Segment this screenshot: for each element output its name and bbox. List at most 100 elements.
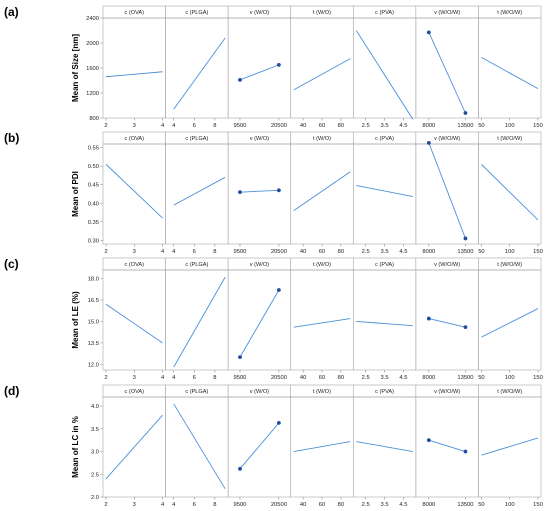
- factor-plot-frame: [290, 17, 354, 119]
- x-tick-label: 8000: [422, 123, 435, 129]
- factor-title: c (PLGA): [185, 136, 208, 142]
- x-tick-label: 60: [319, 375, 325, 381]
- x-tick-label: 150: [533, 502, 543, 508]
- x-tick-label: 2.5: [362, 123, 370, 129]
- main-effect-line: [239, 64, 280, 81]
- x-tick-label: 40: [300, 249, 306, 255]
- x-tick-label: 2: [104, 502, 107, 508]
- x-tick-label: 13500: [457, 123, 473, 129]
- main-effect-line: [239, 289, 280, 358]
- main-effect-line: [105, 303, 163, 344]
- factor-title: v (W/O/W): [434, 136, 460, 142]
- factor-title: c (PLGA): [185, 262, 208, 268]
- factor-title: v (W/O): [250, 10, 269, 16]
- mean-point: [238, 466, 242, 471]
- y-tick-label: 0.30: [88, 238, 99, 244]
- mean-point: [463, 325, 468, 330]
- main-effect-line: [428, 32, 466, 114]
- mean-point: [238, 355, 242, 360]
- main-effect-line: [356, 320, 413, 327]
- main-effect-line: [356, 441, 413, 452]
- panel-label: (c): [4, 257, 19, 271]
- mean-point: [463, 111, 468, 115]
- factor-plot-frame: [165, 396, 229, 498]
- main-effect-line: [173, 176, 226, 206]
- x-tick-label: 2: [104, 249, 107, 255]
- x-tick-label: 4: [161, 502, 165, 508]
- x-tick-label: 2.5: [362, 502, 370, 508]
- main-effect-line: [173, 37, 226, 110]
- x-tick-label: 60: [319, 123, 325, 129]
- main-effect-line: [105, 164, 163, 219]
- mean-point: [426, 30, 431, 35]
- factor-title: t (W/O): [313, 389, 331, 395]
- y-tick-label: 0.45: [88, 183, 99, 189]
- main-effect-line: [239, 189, 279, 193]
- y-tick-label: 18.0: [88, 277, 99, 283]
- factor-plot-frame: [352, 269, 417, 371]
- x-tick-label: 3: [133, 123, 136, 129]
- main-effect-line: [173, 403, 226, 490]
- factor-title: v (W/O/W): [434, 10, 460, 16]
- x-tick-label: 100: [505, 375, 515, 381]
- factor-title: c (OVA): [125, 262, 145, 268]
- factor-plot-frame: [102, 143, 166, 245]
- factor-title: c (PLGA): [185, 389, 208, 395]
- y-tick-label: 0.55: [88, 146, 99, 152]
- x-tick-label: 4.5: [399, 502, 407, 508]
- mean-point: [238, 77, 242, 82]
- panel-label: (b): [4, 131, 19, 145]
- factor-title: t (W/O): [313, 136, 331, 142]
- factor-title: t (W/O/W): [497, 262, 522, 268]
- factor-plot-frame: [415, 17, 479, 119]
- x-tick-label: 4: [161, 123, 165, 129]
- y-tick-label: 0.50: [88, 164, 99, 170]
- y-tick-label: 2.0: [91, 495, 99, 501]
- y-tick-label: 0.40: [88, 201, 99, 207]
- factor-plot-frame: [102, 269, 166, 371]
- factor-title: c (OVA): [125, 136, 145, 142]
- main-effect-line: [355, 30, 414, 120]
- x-tick-label: 8000: [422, 375, 435, 381]
- y-tick-label: 13.5: [88, 341, 99, 347]
- x-tick-label: 8000: [422, 249, 435, 255]
- factor-plot-frame: [290, 269, 354, 371]
- factor-plot-frame: [290, 143, 354, 245]
- y-tick-label: 2000: [86, 41, 99, 47]
- x-tick-label: 150: [533, 123, 543, 129]
- factor-title: c (PVA): [375, 10, 394, 16]
- factor-plot-frame: [227, 269, 292, 371]
- x-tick-label: 3.5: [381, 249, 389, 255]
- factor-title: v (W/O): [250, 262, 269, 268]
- x-tick-label: 150: [533, 249, 543, 255]
- main-effect-line: [481, 56, 539, 90]
- main-effect-line: [239, 422, 280, 470]
- factor-plot-frame: [102, 17, 166, 119]
- x-tick-label: 3: [133, 502, 136, 508]
- main-effect-line: [481, 164, 539, 221]
- x-tick-label: 3.5: [381, 123, 389, 129]
- factor-title: c (OVA): [125, 10, 145, 16]
- x-tick-label: 80: [338, 123, 344, 129]
- factor-plot-frame: [165, 143, 229, 245]
- x-tick-label: 3: [133, 249, 136, 255]
- mean-point: [276, 188, 281, 193]
- mean-point: [276, 421, 281, 425]
- x-tick-label: 6: [193, 123, 196, 129]
- factor-plot-frame: [165, 269, 229, 371]
- mean-point: [276, 62, 281, 67]
- factor-plot-frame: [352, 17, 417, 119]
- x-tick-label: 50: [478, 249, 484, 255]
- factor-plot-frame: [415, 269, 479, 371]
- factor-title: v (W/O/W): [434, 262, 460, 268]
- x-tick-label: 13500: [457, 249, 473, 255]
- x-tick-label: 2: [104, 123, 107, 129]
- x-tick-label: 8: [213, 502, 216, 508]
- mean-point: [426, 140, 431, 145]
- y-axis-label: Mean of LE (%): [71, 291, 80, 349]
- factor-title: v (W/O): [250, 389, 269, 395]
- main-effect-line: [428, 439, 466, 452]
- factor-title: c (PVA): [375, 136, 394, 142]
- y-tick-label: 1600: [86, 66, 99, 72]
